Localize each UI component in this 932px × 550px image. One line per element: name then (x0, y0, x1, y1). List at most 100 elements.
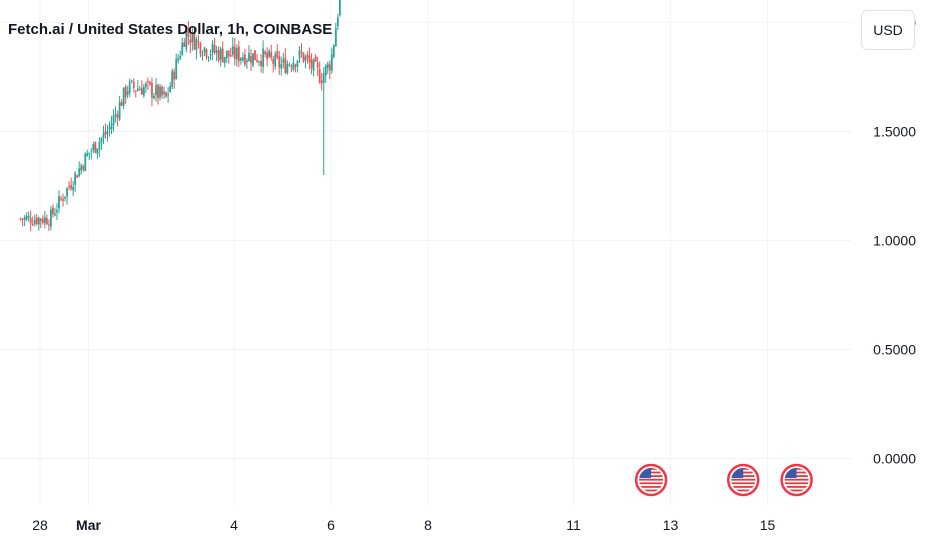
candle-body (76, 175, 79, 178)
y-tick-label: 0.5000 (873, 341, 916, 357)
candle-body (96, 148, 99, 154)
candle-body (37, 217, 40, 225)
candle-body (88, 152, 91, 154)
candle-body (290, 66, 293, 68)
candle-body (21, 218, 24, 220)
candle-body (136, 88, 139, 91)
candle-body (165, 92, 167, 97)
candle-body (252, 53, 254, 66)
y-tick-label: 1.5000 (873, 123, 916, 139)
candle-body (43, 216, 46, 224)
candle-body (112, 115, 115, 125)
candle-body (78, 168, 81, 177)
candle-body (104, 131, 107, 135)
candle-body (47, 224, 50, 226)
candle-body (336, 17, 339, 27)
candle-body (153, 95, 155, 99)
candle-body (39, 218, 42, 221)
candle-body (120, 101, 123, 106)
x-tick-label: 8 (424, 517, 432, 533)
candle-body (60, 198, 62, 200)
candle-body (68, 186, 70, 188)
candle-body (203, 47, 206, 53)
candle-body (254, 50, 256, 61)
candle-body (183, 42, 186, 47)
candle-body (296, 60, 299, 67)
candle-body (54, 213, 56, 216)
x-tick-label: Mar (76, 517, 101, 533)
candle-body (248, 53, 250, 61)
candle-body (94, 142, 97, 153)
candle-body (72, 186, 75, 191)
candle-body (326, 63, 329, 69)
candle-body (185, 31, 188, 50)
candle-body (246, 60, 248, 63)
candle-body (322, 73, 325, 84)
us-flag-icon[interactable] (727, 463, 760, 497)
candle-body (282, 59, 285, 63)
candle-body (19, 218, 22, 220)
candle-body (244, 54, 246, 65)
candle-body (338, 0, 341, 16)
candle-body (197, 41, 200, 43)
candle-body (332, 45, 335, 57)
candle-body (302, 52, 305, 62)
candle-body (33, 219, 36, 225)
candle-body (237, 46, 240, 62)
candle-body (294, 64, 297, 67)
candle-body (124, 86, 127, 98)
currency-selector-button[interactable]: USD (861, 10, 915, 50)
candle-body (169, 85, 172, 93)
candle-body (312, 59, 315, 71)
candle-body (132, 81, 135, 89)
candle-body (163, 91, 165, 95)
candle-body (276, 51, 279, 58)
candle-body (300, 51, 303, 53)
candle-body (175, 58, 178, 80)
candle-body (126, 91, 129, 95)
us-flag-icon[interactable] (634, 463, 668, 497)
candle-body (260, 61, 262, 66)
candle-body (199, 43, 202, 55)
x-tick-label: 13 (663, 517, 679, 533)
candle-body (167, 94, 170, 96)
x-tick-label: 28 (32, 517, 48, 533)
candle-body (116, 114, 119, 118)
candle-body (225, 50, 228, 58)
candle-body (114, 114, 117, 117)
candle-body (241, 57, 244, 61)
candle-body (171, 71, 174, 87)
candle-body (92, 143, 95, 151)
candle-body (70, 185, 73, 189)
candle-body (56, 209, 58, 213)
candle-body (320, 80, 323, 84)
candle-body (130, 80, 133, 82)
candle-body (140, 88, 143, 95)
candle-body (25, 216, 28, 220)
candle-body (157, 84, 159, 99)
candle-body (258, 61, 260, 63)
candle-body (86, 153, 89, 156)
candle-body (149, 81, 151, 85)
candle-body (102, 133, 105, 139)
candle-body (187, 30, 190, 37)
x-tick-label: 4 (230, 517, 238, 533)
candle-body (272, 58, 275, 64)
candle-body (229, 54, 232, 57)
chart-title: Fetch.ai / United States Dollar, 1h, COI… (8, 21, 333, 38)
candle-body (179, 55, 182, 59)
candle-body (98, 141, 101, 150)
candle-body (189, 39, 192, 44)
candle-body (159, 86, 161, 98)
candle-body (250, 55, 252, 63)
us-flag-icon[interactable] (780, 463, 813, 497)
y-tick-label: 0.0000 (873, 451, 916, 467)
candle-body (80, 165, 83, 171)
candle-body (82, 166, 85, 170)
candle-body (328, 64, 331, 71)
candle-body (233, 46, 236, 59)
candle-body (239, 57, 242, 61)
candle-body (106, 131, 109, 134)
candle-body (286, 63, 289, 74)
